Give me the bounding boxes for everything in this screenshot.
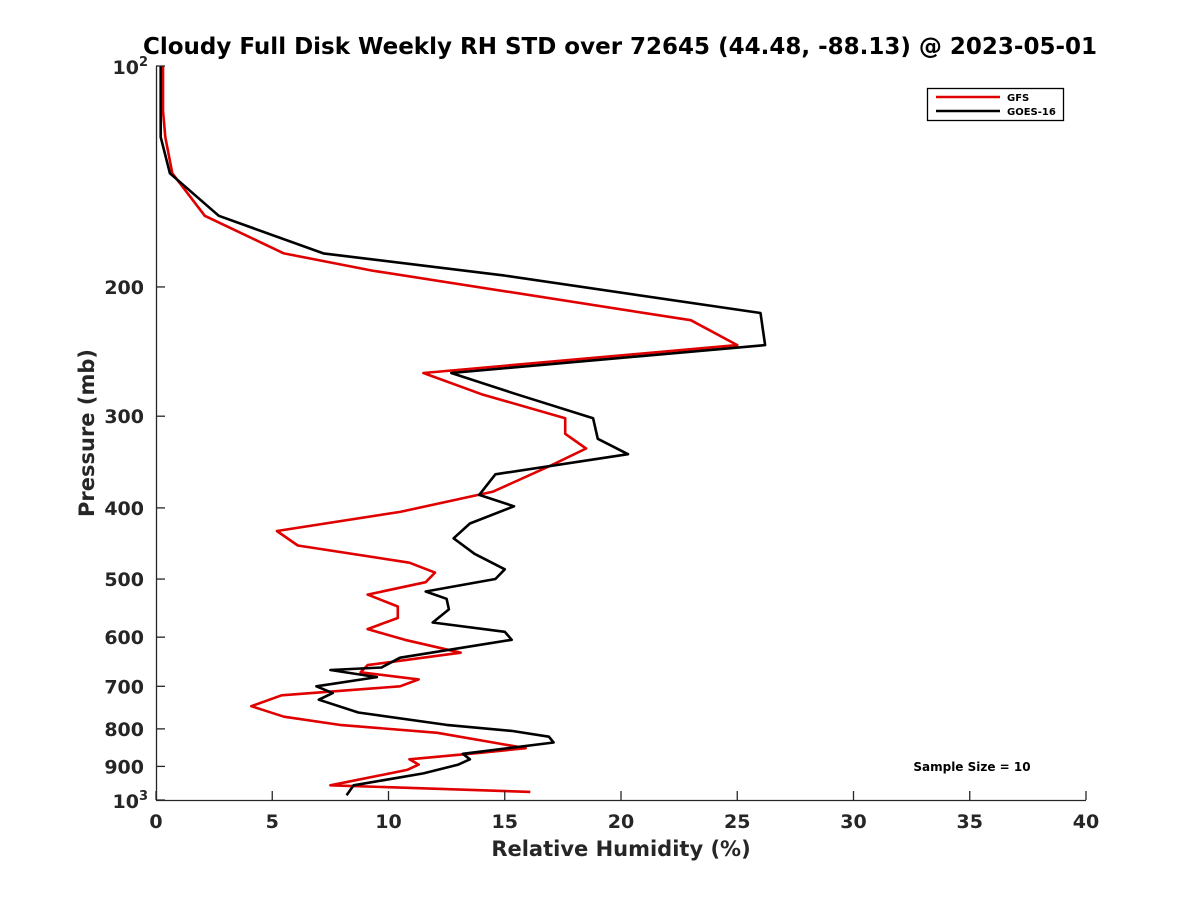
series-line-goes16 bbox=[159, 66, 767, 796]
x-ticks: 0 5 10 15 20 25 30 35 40 bbox=[149, 791, 1099, 833]
y-tick-label: 900 bbox=[104, 756, 144, 778]
x-tick-label: 0 bbox=[149, 811, 162, 833]
x-tick-label: 5 bbox=[266, 811, 279, 833]
x-tick-label: 35 bbox=[957, 811, 983, 833]
legend-box bbox=[926, 87, 1065, 122]
y-tick-label: 200 bbox=[104, 277, 144, 299]
series-layer bbox=[159, 66, 767, 796]
y-tick-label: 800 bbox=[104, 719, 144, 741]
legend: GFS GOES-16 bbox=[926, 87, 1065, 122]
legend-label-gfs: GFS bbox=[1007, 93, 1029, 104]
y-tick-label: 102 bbox=[113, 55, 149, 79]
y-tick-label: 400 bbox=[104, 498, 144, 520]
chart-title: Cloudy Full Disk Weekly RH STD over 7264… bbox=[143, 34, 1097, 60]
y-ticks: 102 200 300 400 500 600 700 800 900 103 bbox=[104, 55, 165, 813]
y-tick-label: 103 bbox=[113, 789, 149, 813]
y-tick-label: 700 bbox=[104, 676, 144, 698]
x-tick-label: 30 bbox=[840, 811, 866, 833]
y-tick-label: 600 bbox=[104, 627, 144, 649]
y-axis-label: Pressure (mb) bbox=[75, 349, 99, 517]
x-tick-label: 15 bbox=[492, 811, 518, 833]
y-tick-label: 300 bbox=[104, 406, 144, 428]
y-tick-label: 500 bbox=[104, 569, 144, 591]
legend-label-goes16: GOES-16 bbox=[1007, 107, 1056, 118]
series-line-gfs bbox=[161, 66, 739, 794]
x-tick-label: 20 bbox=[608, 811, 634, 833]
sample-size-annotation: Sample Size = 10 bbox=[913, 760, 1030, 774]
x-tick-label: 10 bbox=[375, 811, 401, 833]
x-axis-label: Relative Humidity (%) bbox=[491, 837, 750, 861]
x-tick-label: 25 bbox=[724, 811, 750, 833]
x-tick-label: 40 bbox=[1073, 811, 1099, 833]
